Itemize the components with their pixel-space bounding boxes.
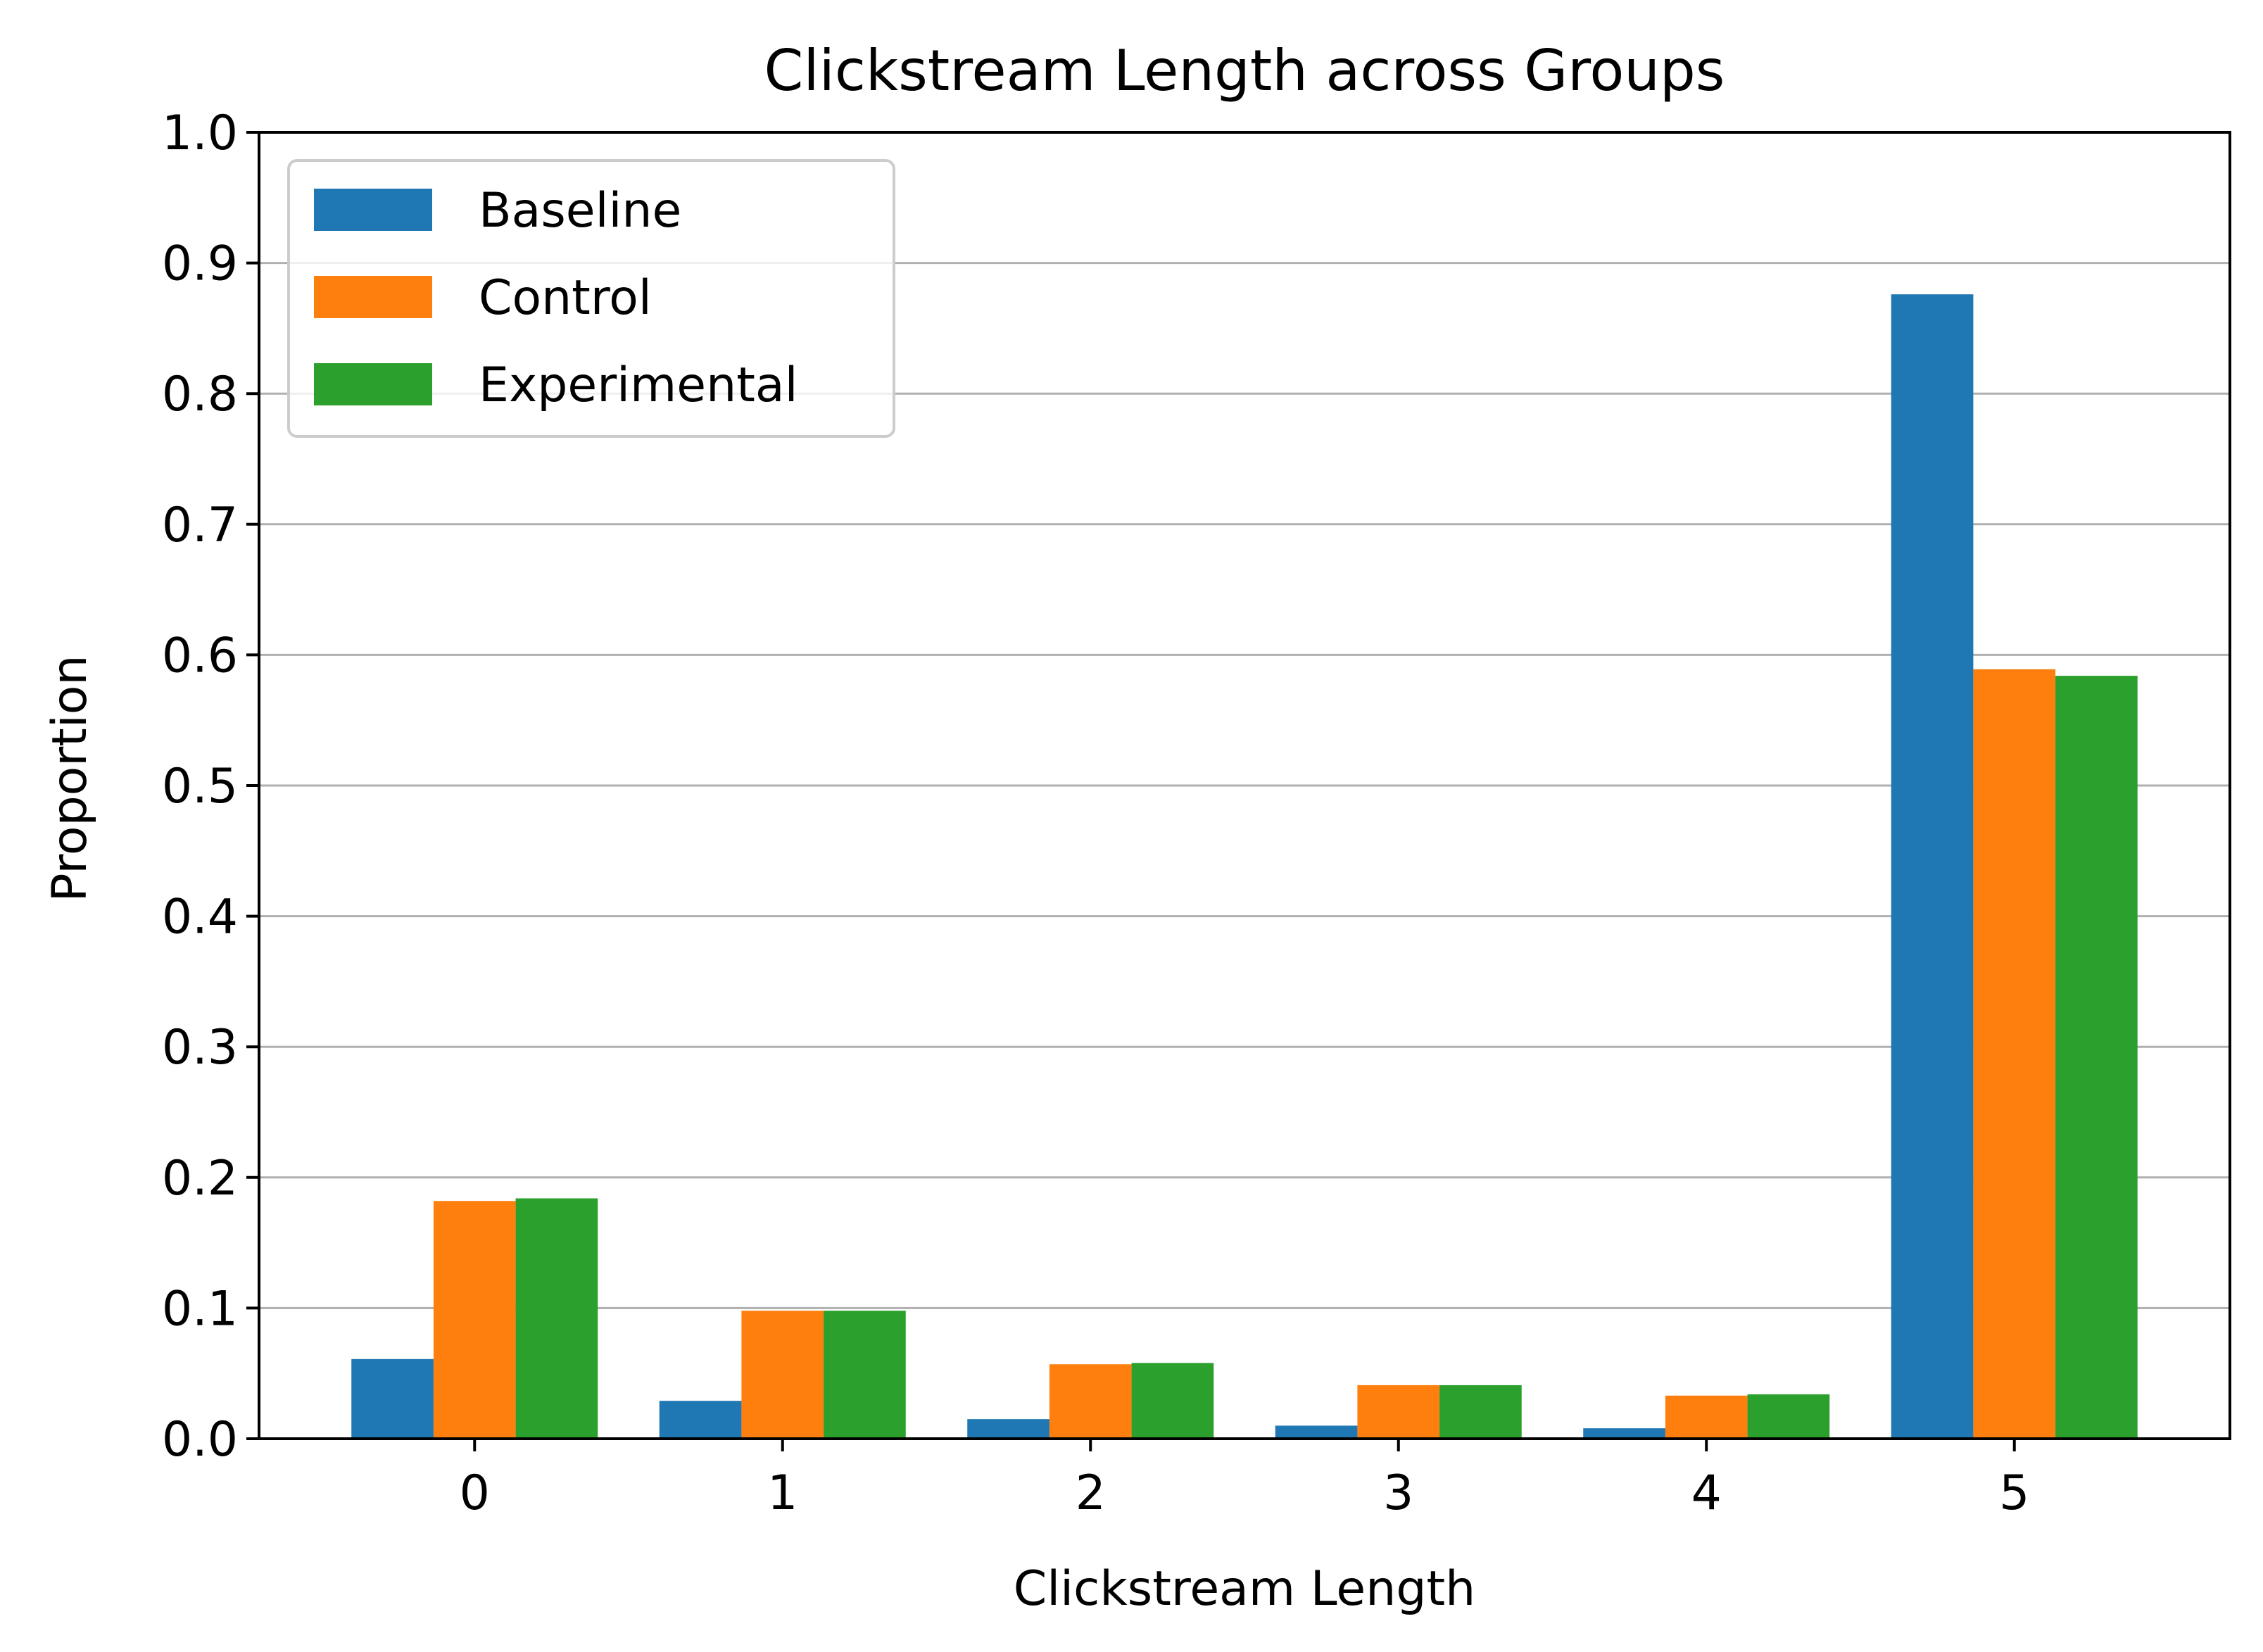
legend-swatch-experimental [314, 363, 432, 405]
y-tick-label: 0.5 [162, 759, 238, 814]
x-tick-label: 4 [1691, 1465, 1722, 1521]
bar-experimental-0 [515, 1198, 598, 1439]
y-tick-label: 1.0 [162, 106, 238, 161]
legend-label-baseline: Baseline [479, 183, 681, 239]
ticks: 0.0 0.1 0.2 0.3 0.4 0.5 0.6 0.7 0.8 0.9 1.0 0 1 2 3 4 5 [162, 106, 2030, 1521]
bar-experimental-5 [2055, 676, 2138, 1439]
legend-box [287, 159, 895, 438]
bar-baseline-4 [1583, 1428, 1665, 1439]
y-tick-label: 0.8 [162, 367, 238, 422]
x-tick-label: 1 [767, 1465, 798, 1521]
bar-baseline-1 [659, 1401, 742, 1439]
bar-baseline-3 [1275, 1425, 1358, 1439]
x-tick-label: 2 [1076, 1465, 1106, 1521]
chart-title: Clickstream Length across Groups [764, 38, 1725, 103]
bar-experimental-2 [1131, 1363, 1214, 1439]
y-tick-label: 0.7 [162, 498, 238, 553]
legend-swatch-control [314, 276, 432, 318]
y-tick-label: 0.3 [162, 1020, 238, 1076]
bar-control-5 [1973, 669, 2056, 1439]
bar-control-4 [1665, 1395, 1748, 1439]
x-tick-label: 3 [1383, 1465, 1413, 1521]
bar-baseline-5 [1891, 294, 1974, 1439]
bar-experimental-1 [824, 1311, 906, 1439]
x-tick-label: 5 [1999, 1465, 2029, 1521]
y-tick-label: 0.0 [162, 1412, 238, 1468]
bar-baseline-0 [351, 1358, 434, 1439]
y-tick-label: 0.9 [162, 237, 238, 292]
bar-control-1 [741, 1311, 824, 1439]
bar-experimental-4 [1747, 1394, 1830, 1439]
legend: Baseline Control Experimental [287, 159, 895, 438]
legend-label-experimental: Experimental [479, 358, 798, 413]
bar-control-2 [1049, 1364, 1132, 1439]
legend-swatch-baseline [314, 189, 432, 231]
bar-experimental-3 [1439, 1385, 1522, 1439]
bar-control-0 [433, 1201, 516, 1439]
y-tick-label: 0.4 [162, 890, 238, 945]
bars [351, 294, 2138, 1439]
bar-control-3 [1357, 1385, 1440, 1439]
y-axis-label: Proportion [42, 655, 98, 902]
x-axis-label: Clickstream Length [1014, 1561, 1476, 1617]
legend-label-control: Control [479, 270, 652, 326]
x-tick-label: 0 [460, 1465, 490, 1521]
bar-baseline-2 [967, 1419, 1049, 1439]
y-tick-label: 0.2 [162, 1151, 238, 1206]
y-tick-label: 0.1 [162, 1281, 238, 1337]
y-tick-label: 0.6 [162, 628, 238, 683]
